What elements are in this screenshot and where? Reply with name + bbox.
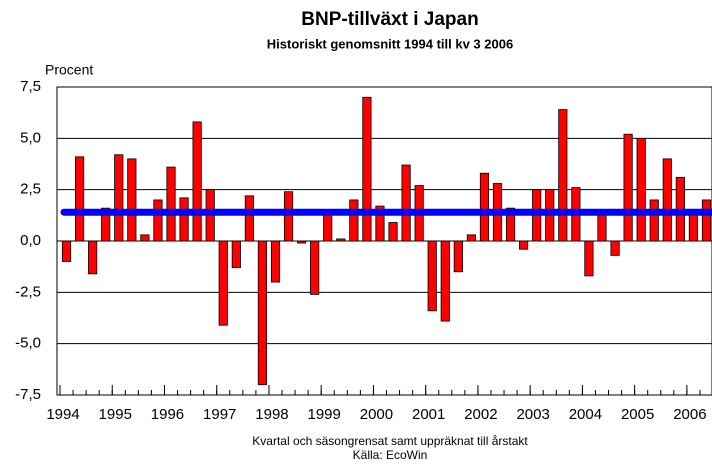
y-tick-label: -5,0 bbox=[15, 335, 41, 352]
x-tick-label: 1994 bbox=[46, 406, 79, 423]
bar bbox=[166, 166, 176, 242]
bar bbox=[688, 211, 698, 242]
y-tick-label: 0,0 bbox=[20, 232, 41, 249]
bar bbox=[597, 211, 607, 242]
bar bbox=[375, 205, 385, 242]
bar bbox=[323, 211, 333, 242]
bar bbox=[297, 240, 307, 244]
x-tick-label: 1995 bbox=[99, 406, 132, 423]
x-tick-label: 2001 bbox=[412, 406, 445, 423]
y-tick-label: 5,0 bbox=[20, 129, 41, 146]
bar bbox=[701, 199, 712, 242]
bar bbox=[466, 234, 476, 242]
x-tick-label: 2006 bbox=[673, 406, 706, 423]
bar bbox=[257, 240, 268, 386]
bar bbox=[179, 197, 189, 242]
bar bbox=[153, 199, 163, 242]
bar bbox=[61, 240, 72, 262]
chart-subtitle: Historiskt genomsnitt 1994 till kv 3 200… bbox=[267, 36, 513, 51]
x-tick-label: 1999 bbox=[308, 406, 341, 423]
bar bbox=[336, 238, 346, 242]
bar bbox=[231, 240, 241, 269]
bar bbox=[362, 96, 372, 242]
bar bbox=[584, 240, 594, 277]
bar bbox=[192, 121, 202, 242]
bar bbox=[88, 240, 98, 275]
bar bbox=[649, 199, 659, 242]
y-tick-label: -7,5 bbox=[15, 386, 41, 403]
x-tick-label: 2000 bbox=[360, 406, 393, 423]
bar bbox=[283, 191, 294, 242]
bar bbox=[558, 109, 568, 242]
bar bbox=[623, 133, 633, 242]
x-tick-label: 1997 bbox=[203, 406, 236, 423]
bar bbox=[636, 137, 646, 242]
bar bbox=[662, 158, 672, 242]
y-tick-label: 2,5 bbox=[20, 181, 41, 198]
bar bbox=[310, 240, 320, 295]
bar bbox=[349, 199, 359, 242]
bar bbox=[453, 240, 463, 273]
bar bbox=[75, 156, 85, 242]
bar bbox=[218, 240, 228, 326]
y-tick-label: 7,5 bbox=[20, 78, 41, 95]
x-tick-label: 2003 bbox=[516, 406, 549, 423]
x-tick-label: 1998 bbox=[255, 406, 288, 423]
x-tick-label: 2004 bbox=[569, 406, 602, 423]
bar bbox=[479, 172, 490, 242]
source: Källa: EcoWin bbox=[353, 448, 428, 462]
bar bbox=[388, 222, 398, 242]
bar bbox=[101, 207, 111, 242]
bar bbox=[140, 234, 150, 242]
bar bbox=[440, 240, 450, 322]
y-tick-label: -2,5 bbox=[15, 283, 41, 300]
x-tick-label: 2005 bbox=[621, 406, 654, 423]
bar bbox=[519, 240, 529, 250]
bar bbox=[401, 164, 411, 242]
x-tick-label: 1996 bbox=[151, 406, 184, 423]
bar bbox=[505, 207, 516, 242]
bar bbox=[270, 240, 281, 283]
y-axis-label: Procent bbox=[45, 62, 93, 78]
bar bbox=[114, 154, 124, 242]
chart-title: BNP-tillväxt i Japan bbox=[301, 9, 478, 30]
bar bbox=[427, 240, 437, 312]
footnote: Kvartal och säsongrensat samt uppräknat … bbox=[252, 434, 528, 448]
bar bbox=[610, 240, 620, 256]
bar bbox=[127, 158, 137, 242]
bar bbox=[244, 195, 254, 242]
x-tick-label: 2002 bbox=[464, 406, 497, 423]
